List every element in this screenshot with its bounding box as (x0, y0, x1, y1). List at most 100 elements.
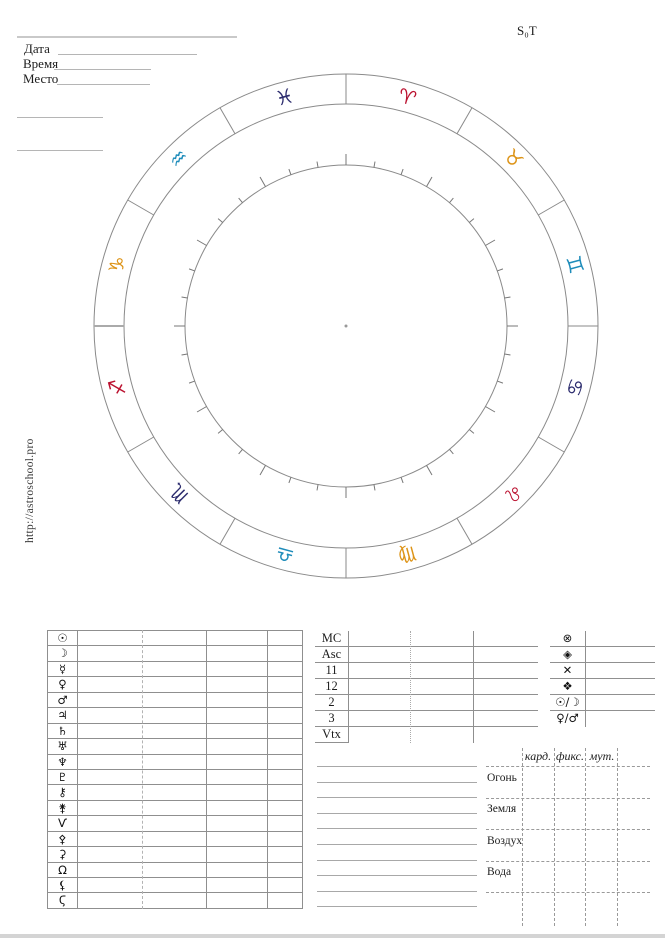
notes-line (317, 781, 477, 783)
degree-tick (497, 380, 504, 384)
degree-tick (188, 380, 195, 384)
wheel-center-dot (344, 324, 348, 328)
lilith-point-icon: ❖ (562, 679, 573, 693)
houses-table-dotted-divider (410, 631, 411, 743)
degree-tick (196, 239, 207, 246)
special-points-table: ⊗ ◈ ✕ ❖ ☉/☽ ♀/♂ (550, 631, 655, 727)
house-row-mc: MC (315, 631, 538, 647)
house-row-12: 12 (315, 679, 538, 695)
planet-row-cell-2 (207, 646, 268, 661)
quality-header-3: мут. (589, 749, 615, 763)
notes-line (317, 844, 477, 845)
degree-tick (400, 477, 404, 484)
element-row-label-3: Воздух (487, 835, 523, 847)
sign-division-line (127, 436, 154, 453)
lilith-black-moon-icon: ⚸ (48, 878, 78, 893)
grid-vertical-line (522, 748, 523, 926)
planet-row-cell-2 (207, 847, 268, 862)
part-of-fortune-icon: ⊗ (562, 631, 573, 645)
degree-tick (181, 296, 188, 299)
planet-row-cell-2 (207, 800, 268, 816)
page-bottom-edge (0, 934, 665, 938)
date-label: Дата (24, 41, 50, 56)
planet-row-chiron: ⚷ (48, 785, 302, 801)
house-label-3: 3 (328, 711, 335, 725)
zodiac-sign-libra: ♎ (273, 541, 297, 569)
degree-tick (288, 477, 292, 484)
planet-row-cell-1 (78, 847, 207, 862)
grid-vertical-line (585, 748, 586, 926)
planet-row-cell-2 (207, 754, 268, 769)
planet-row-mars: ♂ (48, 692, 302, 709)
selena-point-icon: ◈ (563, 647, 572, 661)
mars-icon: ♂ (48, 692, 78, 708)
zodiac-sign-pisces: ♓ (273, 83, 297, 111)
house-label-asc: Asc (321, 647, 342, 661)
planet-row-cell-3 (268, 878, 302, 892)
planet-row-cell-3 (268, 677, 302, 691)
planet-row-cell-1 (78, 831, 207, 847)
planet-row-cell-1 (78, 631, 207, 646)
saturn-icon: ♄ (48, 723, 78, 739)
planet-row-cell-2 (207, 708, 268, 723)
north-node-rahu-icon: Ω (48, 862, 78, 877)
ceres-icon: ⚳ (48, 847, 78, 862)
planet-row-cell-3 (268, 662, 302, 676)
venus-mars-ratio-icon: ♀/♂ (556, 711, 579, 725)
degree-tick (196, 406, 207, 413)
uranus-icon: ♅ (48, 739, 78, 754)
planet-positions-table: ☉ ☽ ☿ ♀ ♂ ♃ ♄ ♅ ♆ ♇ ⚷ ⚵ Ѵ ⚴ ⚳ Ω ⚸ Ϛ (47, 630, 303, 909)
planet-row-cell-1 (78, 739, 207, 754)
planet-row-cell-2 (207, 631, 268, 646)
house-row-11: 11 (315, 663, 538, 679)
degree-tick (238, 449, 243, 455)
planet-row-ceres: ⚳ (48, 847, 302, 863)
planet-row-cell-2 (207, 816, 268, 831)
planet-row-mercury: ☿ (48, 661, 302, 678)
planet-row-cell-3 (268, 785, 302, 799)
sign-division-line (456, 518, 473, 545)
quality-header-2: фикс. (555, 749, 584, 763)
houses-table-divider-1 (348, 631, 349, 743)
planet-row-lilith-black-moon: ⚸ (48, 878, 302, 894)
sign-division-line (219, 518, 236, 545)
planet-row-cell-1 (78, 646, 207, 661)
degree-tick (188, 268, 195, 272)
house-row-vtx: Vtx (315, 727, 538, 743)
planet-row-cell-3 (268, 801, 302, 815)
proserpina-icon: ⚵ (48, 800, 78, 816)
degree-tick (259, 465, 266, 476)
degree-tick (485, 406, 496, 413)
degree-tick (504, 296, 511, 299)
planet-row-cell-3 (268, 631, 302, 645)
planet-table-dashed-divider (142, 630, 143, 909)
degree-tick (238, 197, 243, 203)
neptune-icon: ♆ (48, 754, 78, 769)
planet-row-cell-1 (78, 754, 207, 769)
point-row-sun-moon-ratio: ☉/☽ (550, 695, 655, 711)
planet-row-cell-2 (207, 831, 268, 847)
planet-row-cell-1 (78, 708, 207, 723)
place-label: Место (23, 71, 59, 86)
degree-tick (181, 353, 188, 356)
points-table-divider (585, 631, 586, 727)
degree-tick (316, 161, 319, 168)
planet-row-cell-1 (78, 816, 207, 831)
sign-division-line (456, 107, 473, 134)
planet-row-cell-1 (78, 769, 207, 785)
notes-line (317, 797, 477, 799)
planet-row-cell-2 (207, 661, 268, 677)
sidereal-time-label: S₀T (517, 23, 537, 38)
notes-line (317, 859, 477, 861)
houses-table-divider-2 (473, 631, 474, 743)
degree-tick (288, 168, 292, 175)
sign-division-line (538, 436, 565, 453)
zodiac-sign-cancer: ♋ (561, 376, 589, 400)
sign-division-line (219, 107, 236, 134)
element-row-label-4: Вода (487, 866, 512, 878)
planet-row-cell-3 (268, 816, 302, 830)
planet-row-cell-2 (207, 769, 268, 785)
note-line-2 (17, 150, 103, 151)
planet-row-neptune: ♆ (48, 754, 302, 770)
degree-tick (373, 484, 376, 491)
